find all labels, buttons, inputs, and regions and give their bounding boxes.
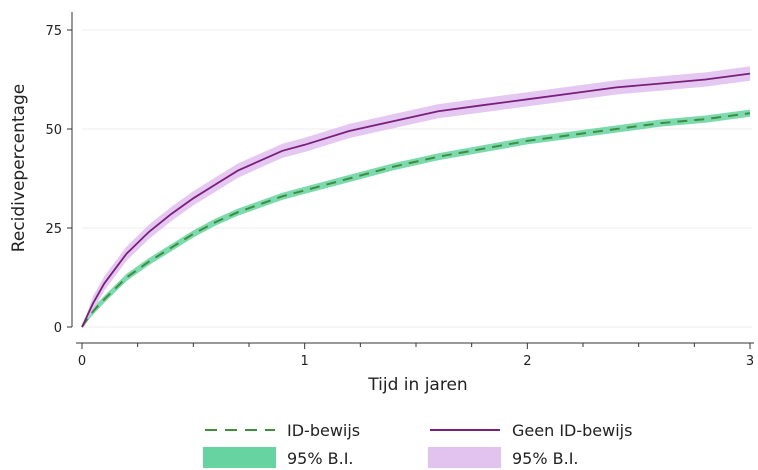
y-axis-title: Recidivepercentage (9, 84, 29, 252)
tick-labels: 0 25 50 75 0 1 2 3 (45, 24, 754, 369)
x-tick-label: 0 (78, 354, 86, 369)
legend-item: Geen ID-bewijs (430, 421, 632, 440)
legend-item: ID-bewijs (205, 421, 360, 440)
series-lines (81, 72, 751, 328)
legend-label: Geen ID-bewijs (512, 421, 632, 440)
band-id-bewijs (82, 109, 750, 327)
y-tick-label: 0 (54, 321, 62, 336)
line-geen-id-bewijs (81, 72, 751, 328)
legend-band-swatch (203, 447, 276, 468)
y-tick-label: 50 (45, 123, 62, 138)
grid (82, 29, 752, 328)
legend-item: 95% B.I. (203, 447, 354, 468)
axes (67, 12, 754, 349)
x-tick-label: 3 (746, 354, 754, 369)
legend-label: 95% B.I. (287, 449, 354, 468)
band-geen-id-bewijs (82, 66, 750, 328)
x-axis-title: Tijd in jaren (367, 375, 467, 395)
legend-band-swatch (428, 447, 501, 468)
confidence-bands (82, 66, 750, 328)
legend-label: ID-bewijs (287, 421, 360, 440)
legend-item: 95% B.I. (428, 447, 579, 468)
y-tick-label: 25 (45, 222, 62, 237)
legend-label: 95% B.I. (512, 449, 579, 468)
line-id-bewijs (81, 112, 751, 328)
x-tick-label: 1 (301, 354, 309, 369)
legend: ID-bewijs Geen ID-bewijs 95% B.I. 95% B.I. (203, 421, 632, 468)
x-tick-label: 2 (523, 354, 531, 369)
y-tick-label: 75 (45, 24, 62, 39)
